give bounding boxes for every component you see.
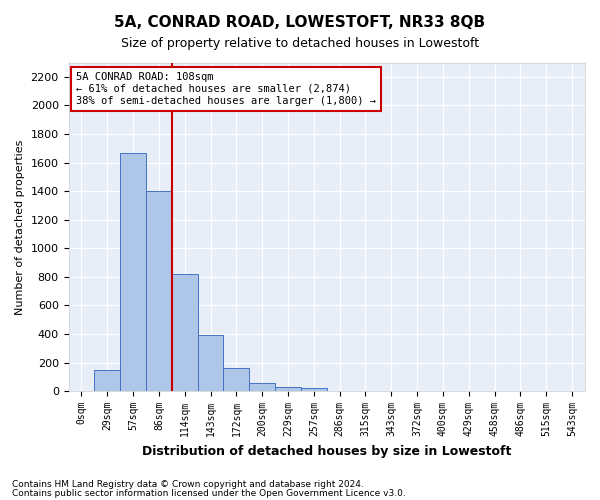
Bar — [275, 387, 301, 391]
Bar — [197, 336, 223, 391]
X-axis label: Distribution of detached houses by size in Lowestoft: Distribution of detached houses by size … — [142, 444, 511, 458]
Bar — [223, 368, 249, 391]
Text: Contains HM Land Registry data © Crown copyright and database right 2024.: Contains HM Land Registry data © Crown c… — [12, 480, 364, 489]
Text: Contains public sector information licensed under the Open Government Licence v3: Contains public sector information licen… — [12, 488, 406, 498]
Y-axis label: Number of detached properties: Number of detached properties — [15, 139, 25, 314]
Bar — [172, 274, 197, 391]
Text: 5A CONRAD ROAD: 108sqm
← 61% of detached houses are smaller (2,874)
38% of semi-: 5A CONRAD ROAD: 108sqm ← 61% of detached… — [76, 72, 376, 106]
Bar — [94, 370, 120, 391]
Bar — [146, 191, 172, 391]
Bar — [120, 152, 146, 391]
Bar — [249, 382, 275, 391]
Text: 5A, CONRAD ROAD, LOWESTOFT, NR33 8QB: 5A, CONRAD ROAD, LOWESTOFT, NR33 8QB — [115, 15, 485, 30]
Bar — [301, 388, 327, 391]
Text: Size of property relative to detached houses in Lowestoft: Size of property relative to detached ho… — [121, 38, 479, 51]
